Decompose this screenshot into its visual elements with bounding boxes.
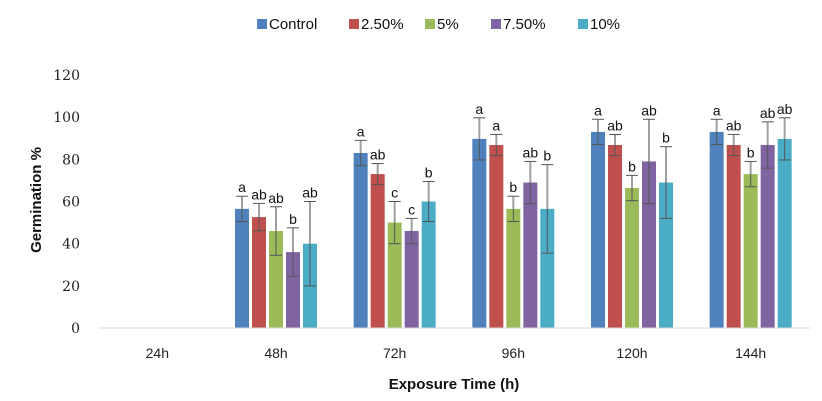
significance-letter: ab (251, 186, 267, 202)
significance-letter: a (357, 123, 365, 139)
legend-label: 2.50% (361, 16, 404, 33)
significance-letter: a (475, 101, 483, 117)
significance-letter: ab (777, 101, 793, 117)
significance-letter: b (662, 130, 670, 146)
significance-letter: ab (641, 102, 657, 118)
x-axis: 24h 48h 72h 96h 120h 144h (146, 345, 767, 361)
bar (591, 131, 605, 328)
y-axis-title: Germination % (28, 147, 45, 253)
significance-letter: b (543, 148, 551, 164)
y-tick-label: 20 (62, 279, 80, 295)
significance-letter: a (594, 102, 602, 118)
significance-letter: a (492, 117, 500, 133)
legend-swatch (425, 19, 435, 29)
significance-letter: ab (607, 117, 623, 133)
bar (286, 252, 300, 328)
x-tick-label: 72h (383, 345, 406, 361)
bar (540, 208, 555, 328)
x-axis-title: Exposure Time (h) (389, 376, 520, 393)
y-tick-label: 60 (62, 195, 80, 211)
bar (472, 138, 487, 328)
x-tick-label: 48h (264, 345, 287, 361)
bar (625, 188, 639, 328)
legend-swatch (578, 19, 588, 29)
bar (235, 208, 249, 328)
x-tick-label: 96h (502, 345, 525, 361)
bar (387, 222, 402, 328)
bar (726, 144, 741, 328)
significance-letter: ab (523, 144, 539, 160)
bar-group-72h: aab cc b (353, 123, 436, 328)
y-tick-label: 40 (62, 237, 80, 253)
significance-letter: b (425, 164, 433, 180)
significance-letter: c (408, 201, 415, 217)
legend-label: 10% (590, 16, 620, 33)
significance-letter: ab (370, 147, 386, 163)
x-tick-label: 144h (735, 345, 766, 361)
bar (608, 144, 622, 328)
y-axis: 0 20 40 60 80 100 120 (53, 68, 80, 337)
legend-label: 7.50% (503, 16, 546, 33)
bar (489, 144, 504, 328)
significance-letter: b (289, 211, 297, 227)
bar (659, 182, 673, 328)
significance-letter: ab (726, 117, 742, 133)
bar (523, 182, 538, 328)
legend-item: Control (257, 16, 317, 33)
significance-letter: b (747, 144, 755, 160)
significance-letter: c (391, 185, 398, 201)
legend-label: Control (269, 16, 317, 33)
legend-item: 7.50% (491, 16, 546, 33)
bar (760, 144, 775, 328)
significance-letter: b (509, 179, 517, 195)
bar (252, 217, 266, 328)
significance-letter: ab (302, 185, 318, 201)
x-tick-label: 24h (146, 345, 169, 361)
legend-swatch (257, 19, 267, 29)
y-tick-label: 120 (53, 68, 80, 84)
legend-label: 5% (437, 16, 459, 33)
legend-item: 5% (425, 16, 459, 33)
significance-letter: a (713, 102, 721, 118)
legend: Control 2.50% 5% 7.50% 10% (257, 16, 620, 33)
bar (404, 231, 419, 328)
bar (370, 174, 385, 328)
x-tick-label: 120h (616, 345, 647, 361)
significance-letter: a (238, 179, 246, 195)
bar (506, 208, 521, 328)
legend-swatch (491, 19, 501, 29)
significance-letter: ab (268, 190, 284, 206)
significance-letter: b (628, 158, 636, 174)
y-tick-label: 0 (71, 321, 80, 337)
legend-item: 10% (578, 16, 620, 33)
legend-item: 2.50% (349, 16, 404, 33)
bar (353, 153, 368, 328)
bar (421, 201, 436, 328)
significance-letter: ab (760, 105, 776, 121)
bar (709, 131, 724, 328)
bar (642, 161, 656, 328)
bar (743, 174, 758, 328)
y-tick-label: 80 (62, 152, 80, 168)
bar (777, 138, 792, 328)
legend-swatch (349, 19, 359, 29)
y-tick-label: 100 (53, 110, 80, 126)
